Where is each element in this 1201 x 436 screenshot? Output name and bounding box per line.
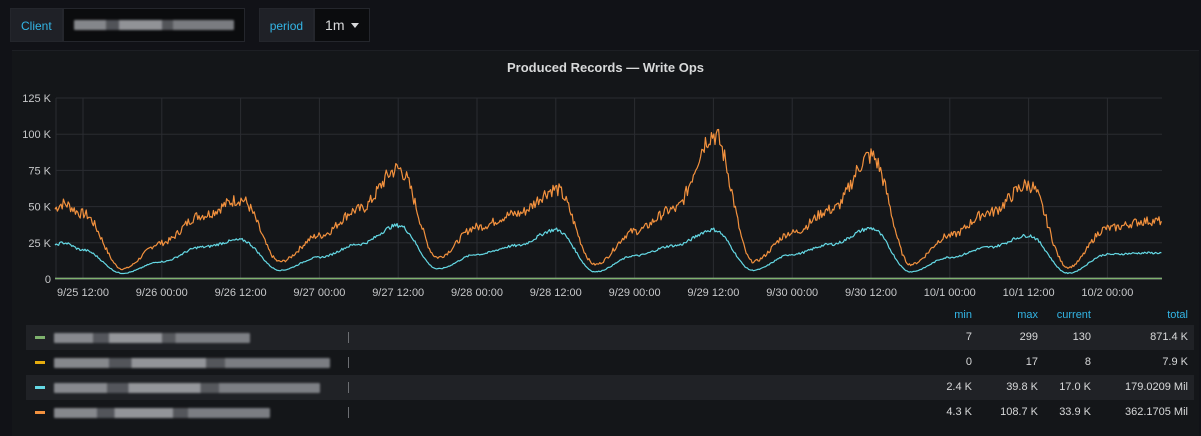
x-tick-label: 9/26 12:00 [215,287,267,299]
series-color-swatch[interactable] [35,386,45,389]
period-variable-label: period [258,8,315,42]
y-tick-label: 50 K [28,202,51,214]
series-name-redacted[interactable] [54,358,330,371]
period-variable-value: 1m [325,17,345,33]
y-axis: 0 25 K 50 K 75 K 100 K 125 K [22,93,51,286]
series-current: 33.9 K [1059,406,1091,418]
series-name-redacted[interactable] [54,383,320,396]
series-color-swatch[interactable] [35,336,45,339]
series-max: 299 [1019,331,1038,343]
series-name-redacted[interactable] [54,408,270,421]
x-tick-label: 9/30 12:00 [845,287,897,299]
series-total: 362.1705 Mil [1125,406,1188,418]
series-line [54,223,1162,275]
legend-divider [348,407,349,418]
y-tick-label: 125 K [22,93,51,105]
series-current: 17.0 K [1059,381,1091,393]
legend-divider [348,357,349,368]
series-total: 871.4 K [1150,331,1188,343]
series-min: 0 [965,356,972,368]
x-tick-label: 9/30 00:00 [766,287,818,299]
y-tick-label: 100 K [22,129,51,141]
y-tick-label: 0 [45,274,51,286]
time-series-chart[interactable]: 0 25 K 50 K 75 K 100 K 125 K 9/25 12:00 9/26 0… [12,51,1199,301]
series-current: 8 [1084,356,1091,368]
series-current: 130 [1072,331,1091,343]
x-tick-label: 9/27 00:00 [293,287,345,299]
series-min: 4.3 K [946,406,972,418]
period-variable-dropdown[interactable]: 1m [314,8,370,42]
x-tick-label: 9/28 00:00 [451,287,503,299]
x-tick-label: 9/29 00:00 [609,287,661,299]
series-total: 179.0209 Mil [1125,381,1188,393]
legend-col-current[interactable]: current [1056,309,1091,321]
series-max: 17 [1025,356,1038,368]
legend-row[interactable]: 2.4 K 39.8 K 17.0 K 179.0209 Mil [26,375,1194,400]
x-tick-label: 10/1 12:00 [1003,287,1055,299]
legend-row[interactable]: 0 17 8 7.9 K [26,350,1194,375]
graph-panel: Produced Records — Write Ops 0 25 K 50 K 75… [12,50,1199,436]
series-min: 7 [965,331,972,343]
y-tick-label: 75 K [28,165,51,177]
legend-row[interactable]: 4.3 K 108.7 K 33.9 K 362.1705 Mil [26,400,1194,425]
template-variables-bar: Client period 1m [10,8,370,42]
legend-table: min max current total 7 299 130 871.4 K … [26,307,1194,425]
client-variable-label: Client [10,8,63,42]
x-tick-label: 9/26 00:00 [136,287,188,299]
client-variable-value-redacted [73,20,234,30]
series-line-path [54,128,1162,271]
legend-col-min[interactable]: min [954,309,972,321]
caret-down-icon [350,22,359,28]
chart-grid [55,97,1162,280]
legend-header: min max current total [26,307,1194,325]
x-tick-label: 9/28 12:00 [530,287,582,299]
client-variable-dropdown[interactable] [62,8,245,42]
legend-col-total[interactable]: total [1167,309,1188,321]
series-min: 2.4 K [946,381,972,393]
x-tick-label: 9/29 12:00 [687,287,739,299]
series-color-swatch[interactable] [35,411,45,414]
panel-title[interactable]: Produced Records — Write Ops [507,60,704,75]
series-line [54,128,1162,271]
series-line-path [54,223,1162,275]
legend-col-max[interactable]: max [1017,309,1038,321]
x-tick-label: 9/25 12:00 [57,287,109,299]
legend-divider [348,382,349,393]
series-color-swatch[interactable] [35,361,45,364]
legend-divider [348,332,349,343]
x-tick-label: 10/2 00:00 [1081,287,1133,299]
series-total: 7.9 K [1162,356,1188,368]
y-tick-label: 25 K [28,238,51,250]
x-tick-label: 9/27 12:00 [372,287,424,299]
series-max: 39.8 K [1006,381,1038,393]
x-tick-label: 10/1 00:00 [924,287,976,299]
series-lines [54,128,1162,280]
x-axis: 9/25 12:00 9/26 00:00 9/26 12:00 9/27 00:00… [57,287,1133,299]
legend-row[interactable]: 7 299 130 871.4 K [26,325,1194,350]
series-name-redacted[interactable] [54,333,254,346]
series-max: 108.7 K [1000,406,1038,418]
